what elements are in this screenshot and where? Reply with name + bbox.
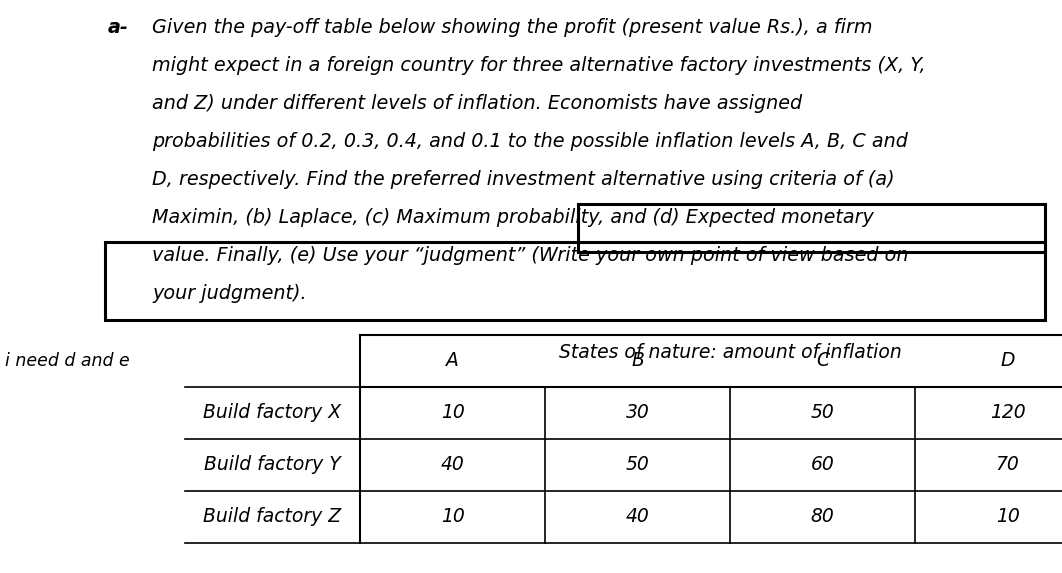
Text: 10: 10	[441, 403, 464, 422]
Text: 50: 50	[626, 456, 649, 474]
Text: Maximin, (b) Laplace, (c) Maximum probability, and (d) Expected monetary: Maximin, (b) Laplace, (c) Maximum probab…	[152, 208, 874, 227]
Text: 10: 10	[441, 508, 464, 527]
Text: 40: 40	[626, 508, 649, 527]
Text: Given the pay-off table below showing the profit (present value Rs.), a firm: Given the pay-off table below showing th…	[152, 18, 873, 37]
Text: a-: a-	[108, 18, 129, 37]
Text: Build factory Y: Build factory Y	[204, 456, 341, 474]
Bar	[578, 204, 1045, 252]
Text: and Z) under different levels of inflation. Economists have assigned: and Z) under different levels of inflati…	[152, 94, 802, 113]
Text: 80: 80	[810, 508, 835, 527]
Text: 10: 10	[996, 508, 1020, 527]
Text: might expect in a foreign country for three alternative factory investments (X, : might expect in a foreign country for th…	[152, 56, 926, 75]
Text: 120: 120	[990, 403, 1025, 422]
Text: 30: 30	[626, 403, 649, 422]
Text: States of nature: amount of inflation: States of nature: amount of inflation	[559, 343, 902, 363]
Text: D, respectively. Find the preferred investment alternative using criteria of (a): D, respectively. Find the preferred inve…	[152, 170, 894, 189]
Text: i need d and e: i need d and e	[5, 352, 130, 370]
Text: A: A	[446, 351, 459, 371]
Bar	[105, 242, 1045, 320]
Text: Build factory X: Build factory X	[204, 403, 342, 422]
Text: C: C	[816, 351, 829, 371]
Text: 40: 40	[441, 456, 464, 474]
Text: 70: 70	[996, 456, 1020, 474]
Text: probabilities of 0.2, 0.3, 0.4, and 0.1 to the possible inflation levels A, B, C: probabilities of 0.2, 0.3, 0.4, and 0.1 …	[152, 132, 908, 151]
Text: value. Finally, (e) Use your “judgment” (Write your own point of view based on: value. Finally, (e) Use your “judgment” …	[152, 246, 908, 265]
Text: your judgment).: your judgment).	[152, 284, 307, 303]
Text: Build factory Z: Build factory Z	[204, 508, 342, 527]
Text: B: B	[631, 351, 644, 371]
Text: D: D	[1000, 351, 1015, 371]
Text: 50: 50	[810, 403, 835, 422]
Text: 60: 60	[810, 456, 835, 474]
